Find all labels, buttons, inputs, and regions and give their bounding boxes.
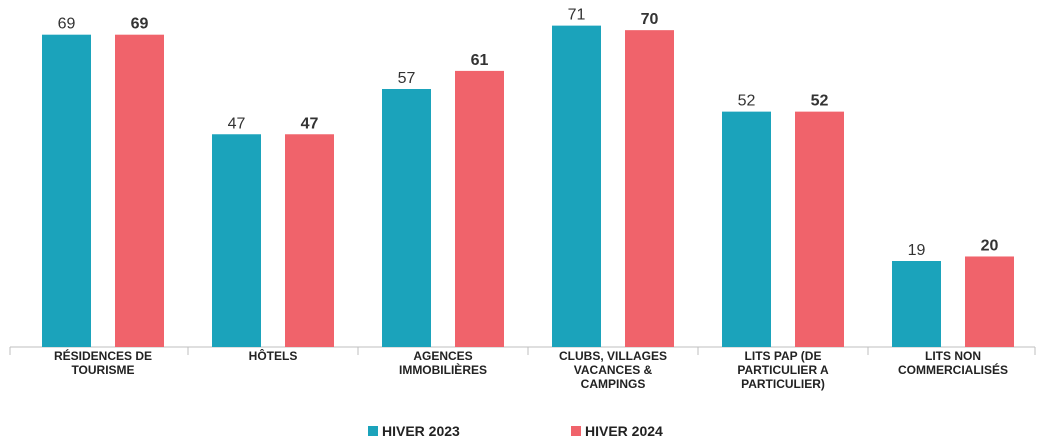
value-label: 71: [568, 7, 586, 24]
legend-swatch: [571, 426, 581, 436]
legend-label: HIVER 2024: [585, 423, 663, 439]
bar: [965, 256, 1014, 347]
x-tick-label: CLUBS, VILLAGES VACANCES & CAMPINGS: [558, 349, 667, 391]
bar: [795, 111, 844, 347]
x-tick-label: AGENCES IMMOBILIÈRES: [398, 349, 487, 377]
value-label: 47: [301, 115, 319, 132]
bar: [42, 34, 91, 348]
bar: [285, 134, 334, 347]
bar: [722, 111, 771, 347]
legend-swatch: [368, 426, 378, 436]
value-label: 47: [228, 115, 246, 132]
x-tick-label: HÔTELS: [248, 349, 298, 363]
bar: [552, 25, 601, 347]
bar: [212, 134, 261, 347]
value-label: 69: [58, 16, 76, 33]
bar: [115, 34, 164, 348]
value-label: 70: [641, 11, 659, 28]
bar: [382, 89, 431, 347]
x-tick-label: LITS PAP (DE PARTICULIER A PARTICULIER): [737, 349, 829, 391]
value-label: 19: [908, 242, 926, 259]
bar: [455, 70, 504, 347]
bar: [625, 30, 674, 347]
value-label: 57: [398, 70, 416, 87]
value-label: 52: [811, 93, 829, 110]
x-tick-label: LITS NON COMMERCIALISÉS: [897, 349, 1008, 377]
value-label: 52: [738, 93, 756, 110]
x-tick-label: RÉSIDENCES DE TOURISME: [53, 349, 153, 377]
value-label: 69: [131, 16, 149, 33]
value-label: 20: [981, 237, 999, 254]
bar: [892, 261, 941, 347]
value-label: 61: [471, 52, 489, 69]
legend-label: HIVER 2023: [382, 423, 460, 439]
